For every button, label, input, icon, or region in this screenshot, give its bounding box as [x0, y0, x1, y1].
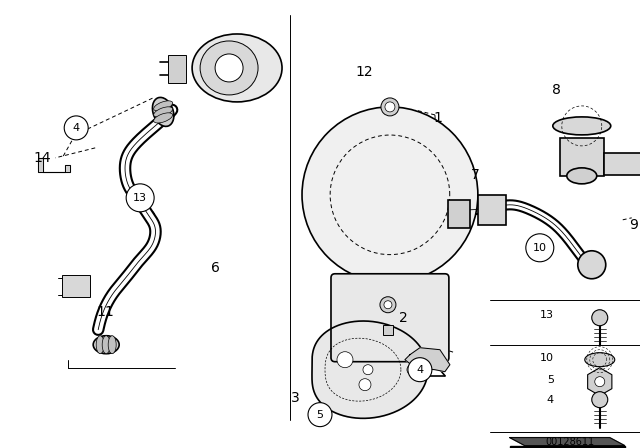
Bar: [448, 200, 470, 228]
Text: 2: 2: [399, 311, 407, 325]
Circle shape: [578, 251, 605, 279]
Bar: [560, 138, 604, 176]
Text: 7: 7: [470, 168, 479, 182]
Text: 5: 5: [547, 375, 554, 385]
Bar: [383, 325, 393, 335]
Polygon shape: [510, 438, 625, 446]
Text: 13: 13: [133, 193, 147, 203]
Ellipse shape: [553, 117, 611, 135]
Polygon shape: [38, 158, 70, 172]
Circle shape: [384, 301, 392, 309]
Polygon shape: [405, 348, 450, 372]
Circle shape: [126, 184, 154, 212]
Bar: [478, 195, 506, 225]
Circle shape: [592, 310, 608, 326]
Ellipse shape: [102, 336, 110, 354]
Circle shape: [308, 403, 332, 426]
Text: 3: 3: [291, 391, 300, 405]
Bar: [62, 275, 90, 297]
Text: 8: 8: [552, 83, 561, 97]
Text: 1: 1: [433, 111, 442, 125]
Polygon shape: [510, 446, 625, 448]
Ellipse shape: [93, 336, 119, 354]
Ellipse shape: [200, 41, 258, 95]
Circle shape: [592, 392, 608, 408]
Text: 4: 4: [547, 395, 554, 405]
Text: 6: 6: [211, 261, 220, 275]
Circle shape: [407, 365, 417, 375]
Ellipse shape: [108, 336, 116, 354]
Circle shape: [363, 365, 373, 375]
Polygon shape: [312, 321, 428, 418]
Circle shape: [595, 377, 605, 387]
Text: 10: 10: [533, 243, 547, 253]
Ellipse shape: [154, 107, 173, 117]
Text: 4: 4: [73, 123, 80, 133]
Circle shape: [381, 98, 399, 116]
FancyBboxPatch shape: [331, 274, 449, 362]
Bar: [168, 55, 186, 83]
Ellipse shape: [567, 168, 596, 184]
Circle shape: [359, 379, 371, 391]
Ellipse shape: [154, 101, 173, 111]
Circle shape: [215, 54, 243, 82]
Text: 11: 11: [96, 305, 114, 319]
Text: 4: 4: [417, 365, 424, 375]
Text: 12: 12: [355, 65, 372, 79]
Ellipse shape: [192, 34, 282, 102]
Ellipse shape: [154, 113, 173, 123]
Polygon shape: [588, 368, 612, 396]
Ellipse shape: [152, 97, 174, 126]
Text: 5: 5: [317, 409, 323, 420]
Text: 9: 9: [629, 218, 638, 232]
Ellipse shape: [96, 336, 104, 354]
Bar: [604, 153, 640, 175]
Text: 14: 14: [33, 151, 51, 165]
Circle shape: [337, 352, 353, 368]
Text: 00128611: 00128611: [545, 437, 595, 447]
Text: 10: 10: [540, 353, 554, 363]
Circle shape: [64, 116, 88, 140]
Circle shape: [302, 107, 478, 283]
Text: 13: 13: [540, 310, 554, 320]
Circle shape: [526, 234, 554, 262]
Circle shape: [380, 297, 396, 313]
Ellipse shape: [585, 353, 615, 367]
Circle shape: [408, 358, 432, 382]
Circle shape: [385, 102, 395, 112]
